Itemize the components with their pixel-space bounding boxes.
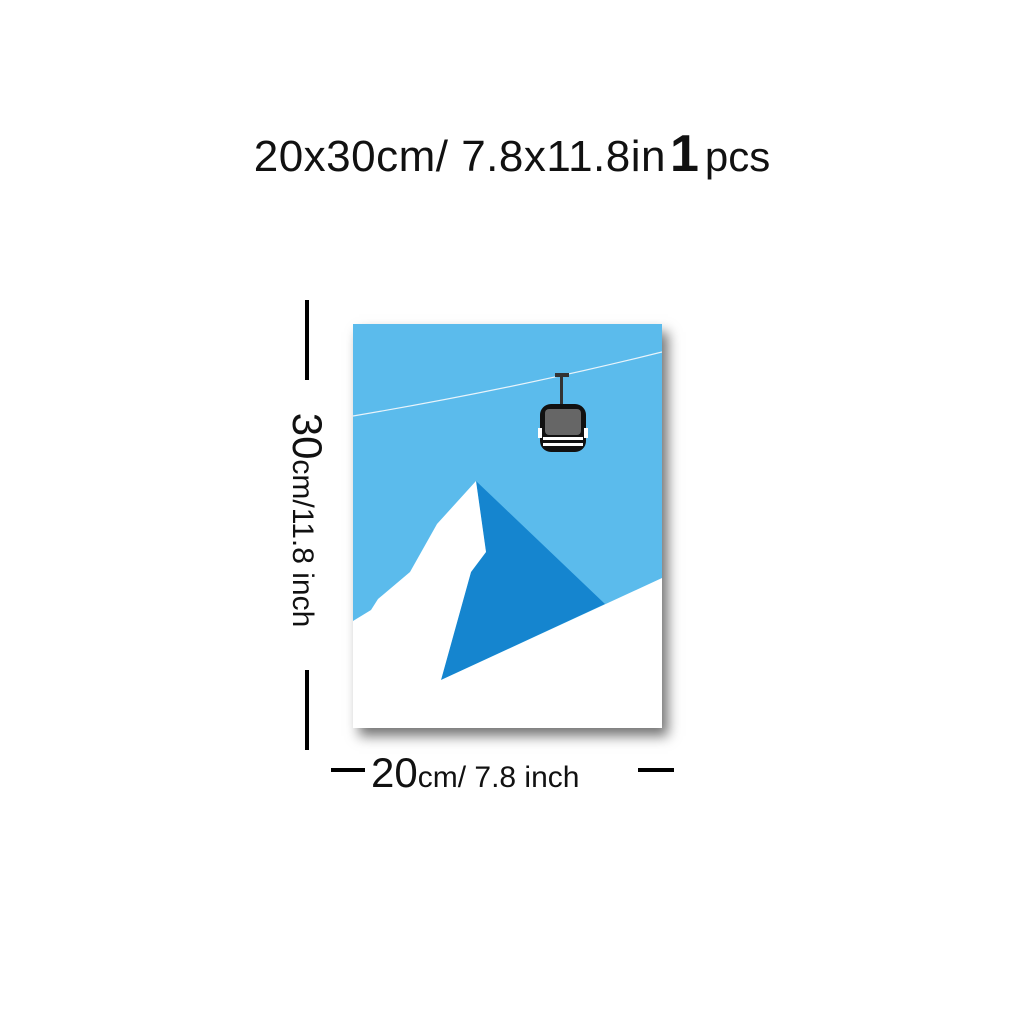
height-dimension-label: 30cm/11.8 inch xyxy=(284,412,331,628)
cable-line xyxy=(353,351,662,417)
product-size-title: 20x30cm/ 7.8x11.8in1 pcs xyxy=(0,128,1024,180)
mountain-shadow-face xyxy=(441,481,605,680)
width-value: 20 xyxy=(371,749,418,796)
height-value: 30 xyxy=(284,412,331,460)
gondola-icon xyxy=(538,373,588,452)
width-dimension-line-right xyxy=(638,768,674,772)
width-dimension-label: 20cm/ 7.8 inch xyxy=(371,752,579,794)
snow-slope xyxy=(353,578,662,728)
mountain-snow-face xyxy=(353,481,486,680)
mountain-illustration xyxy=(353,324,662,728)
quantity-number: 1 xyxy=(670,125,699,183)
width-unit: cm/ 7.8 inch xyxy=(417,761,580,794)
size-text: 20x30cm/ 7.8x11.8in xyxy=(253,132,666,181)
height-unit: cm/11.8 inch xyxy=(286,459,319,628)
poster-canvas xyxy=(353,324,662,728)
width-dimension-line-left xyxy=(331,768,365,772)
height-dimension-line-bottom xyxy=(305,670,309,750)
height-dimension-line-top xyxy=(305,300,309,380)
quantity-unit: pcs xyxy=(704,133,771,180)
